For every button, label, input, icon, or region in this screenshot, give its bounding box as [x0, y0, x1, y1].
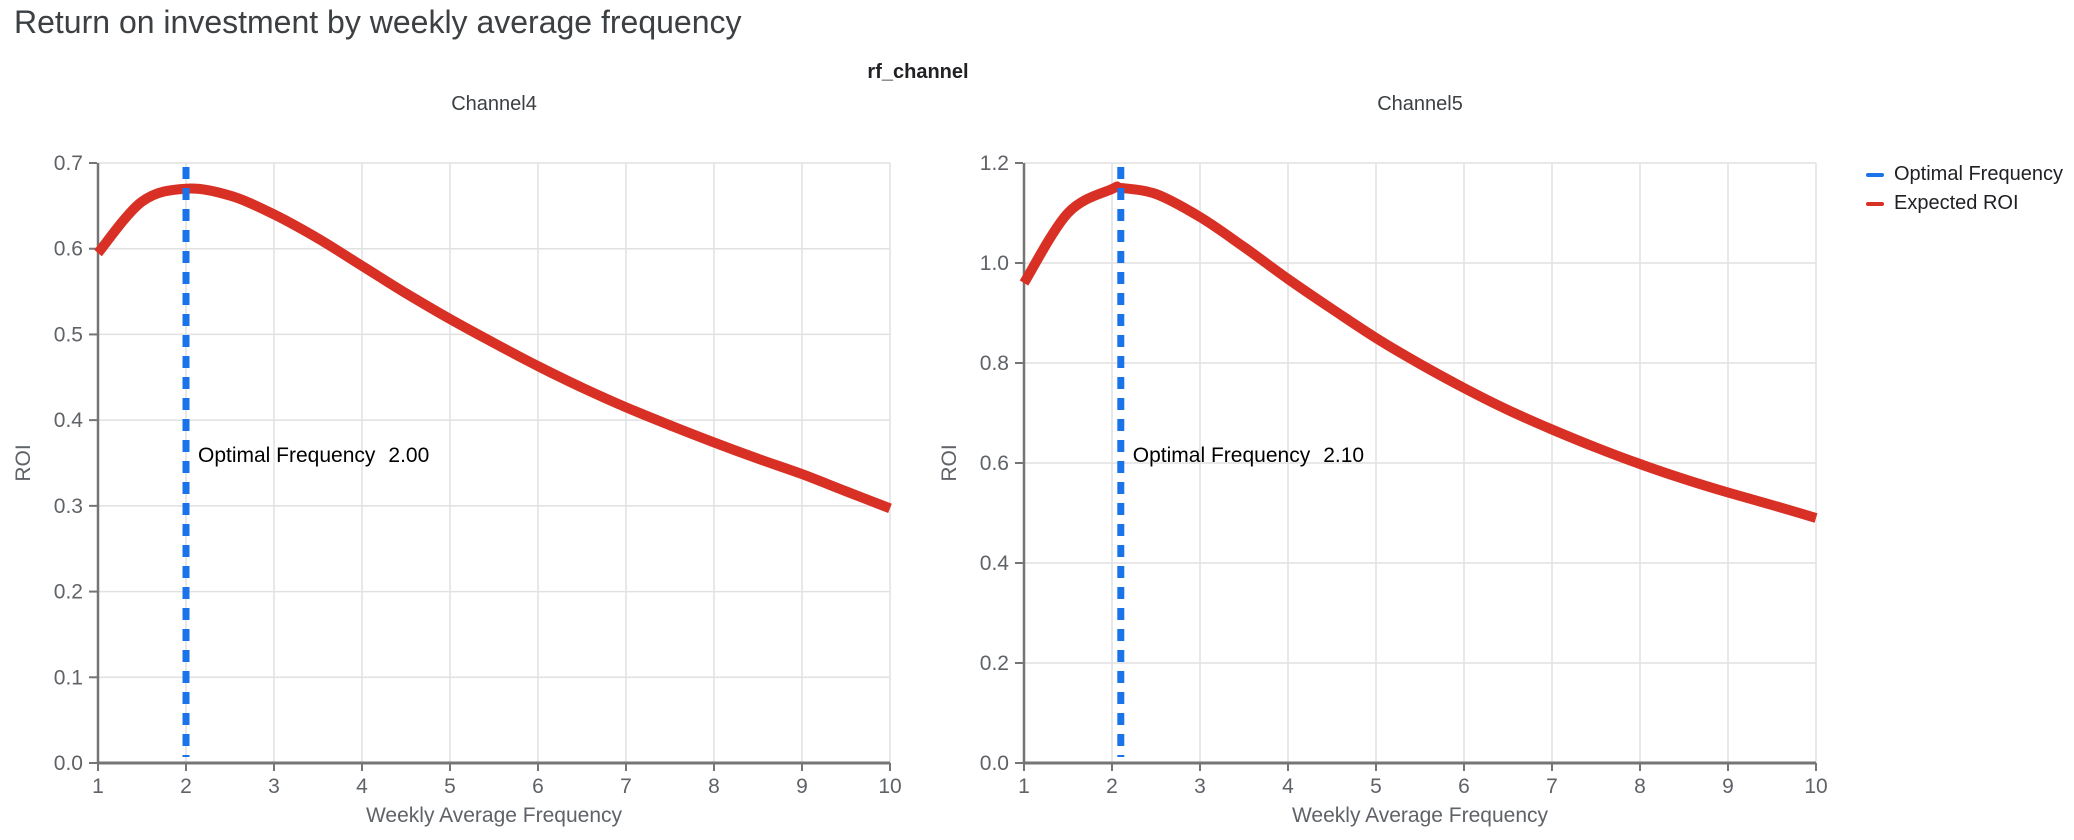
x-tick-label: 8	[708, 775, 720, 798]
legend-label: Optimal Frequency	[1894, 163, 2063, 185]
x-tick-label: 9	[796, 775, 808, 798]
subplot-title: Channel4	[451, 93, 537, 115]
x-tick-label: 2	[1106, 775, 1118, 798]
x-tick-label: 10	[878, 775, 901, 798]
x-tick-label: 9	[1722, 775, 1734, 798]
page-title: Return on investment by weekly average f…	[14, 4, 742, 40]
x-tick-label: 4	[1282, 775, 1294, 798]
x-tick-label: 4	[356, 775, 368, 798]
y-tick-label: 0.6	[980, 452, 1009, 475]
y-tick-label: 0.4	[980, 552, 1010, 575]
y-tick-label: 0.8	[980, 352, 1009, 375]
x-tick-label: 7	[620, 775, 632, 798]
y-axis-label: ROI	[12, 444, 35, 481]
legend-item-optimal-frequency: Optimal Frequency	[1866, 160, 2063, 189]
y-tick-label: 0.1	[54, 666, 83, 689]
optimal-frequency-line-swatch	[1866, 172, 1884, 177]
y-tick-label: 0.7	[54, 152, 83, 175]
legend-label: Expected ROI	[1894, 192, 2019, 214]
x-tick-label: 7	[1546, 775, 1558, 798]
x-tick-label: 6	[1458, 775, 1470, 798]
legend: Optimal Frequency Expected ROI	[1866, 160, 2063, 218]
x-axis-label: Weekly Average Frequency	[366, 804, 623, 827]
y-tick-label: 0.6	[54, 238, 83, 261]
optimal-frequency-annotation: Optimal Frequency 2.10	[1133, 444, 1364, 467]
y-tick-label: 1.2	[980, 152, 1009, 175]
y-tick-label: 0.0	[54, 752, 83, 775]
x-tick-label: 6	[532, 775, 544, 798]
expected-roi-curve	[1019, 181, 1818, 523]
x-tick-label: 3	[268, 775, 280, 798]
y-tick-label: 0.2	[980, 652, 1009, 675]
y-axis-label: ROI	[938, 444, 961, 481]
x-axis-label: Weekly Average Frequency	[1292, 804, 1549, 827]
x-tick-label: 10	[1804, 775, 1827, 798]
x-tick-label: 1	[1018, 775, 1030, 798]
optimal-frequency-value: 2.00	[388, 444, 429, 467]
y-tick-label: 0.3	[54, 495, 83, 518]
x-tick-label: 3	[1194, 775, 1206, 798]
x-tick-label: 2	[180, 775, 192, 798]
expected-roi-line-swatch	[1866, 201, 1884, 206]
facet-label: rf_channel	[867, 61, 969, 83]
y-tick-label: 0.5	[54, 323, 83, 346]
x-tick-label: 5	[1370, 775, 1382, 798]
legend-item-expected-roi: Expected ROI	[1866, 189, 2063, 218]
x-tick-label: 8	[1634, 775, 1646, 798]
optimal-frequency-value: 2.10	[1323, 444, 1364, 467]
y-tick-label: 0.0	[980, 752, 1009, 775]
y-tick-label: 1.0	[980, 252, 1009, 275]
subplot-title: Channel5	[1377, 93, 1463, 115]
y-tick-label: 0.2	[54, 581, 83, 604]
x-tick-label: 5	[444, 775, 456, 798]
x-tick-label: 1	[92, 775, 104, 798]
expected-roi-curve	[94, 183, 892, 514]
y-tick-label: 0.4	[54, 409, 84, 432]
optimal-frequency-annotation: Optimal Frequency 2.00	[198, 444, 429, 467]
